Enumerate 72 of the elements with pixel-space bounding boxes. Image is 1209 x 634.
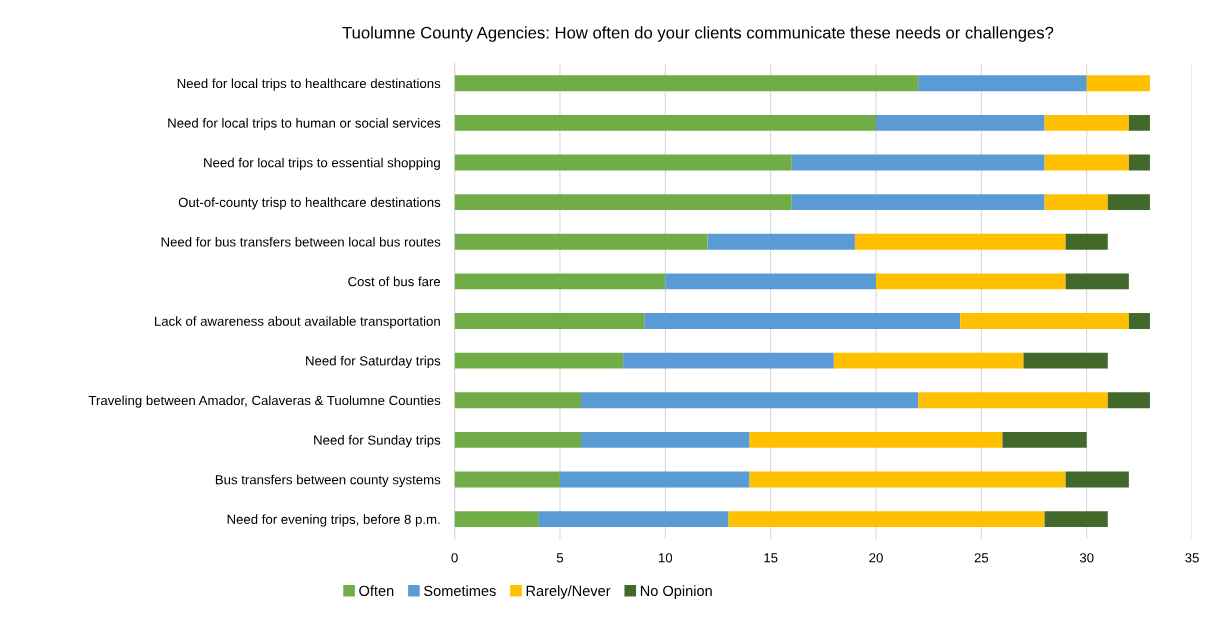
bar: [918, 392, 1108, 409]
bar: [1044, 194, 1108, 211]
bar: [665, 273, 877, 290]
bar: [1023, 352, 1108, 369]
bar: [876, 273, 1066, 290]
bar: [454, 431, 582, 448]
bar: [454, 392, 582, 409]
y-tick-label: Need for Saturday trips: [306, 355, 441, 369]
bar: [876, 114, 1045, 131]
bar: [1086, 75, 1150, 92]
bar: [454, 511, 539, 528]
chart-title: Tuolumne County Agencies: How often do your clients communicate these needs or challenges?: [342, 26, 1054, 42]
legend-label: Often: [359, 585, 394, 597]
bar: [454, 313, 645, 329]
legend-label: Rarely/Never: [526, 585, 611, 599]
bar: [749, 431, 1003, 448]
x-tick-label: 15: [764, 553, 778, 563]
bar: [918, 75, 1087, 92]
bar: [707, 233, 855, 250]
bar: [454, 471, 560, 488]
bar: [623, 352, 834, 369]
bar: [1107, 194, 1150, 211]
y-tick-label: Need for Sunday trips: [314, 435, 441, 448]
bar: [791, 194, 1045, 211]
legend-label: Sometimes: [424, 585, 496, 597]
bar: [728, 511, 1045, 528]
bar: [1107, 392, 1150, 409]
bar: [1128, 114, 1150, 131]
bar: [1128, 313, 1150, 329]
x-tick-label: 20: [869, 553, 883, 563]
y-tick-label: Need for local trips to human or social services: [168, 118, 441, 131]
bar: [854, 233, 1066, 250]
y-tick-label: Need for local trips to healthcare destinations: [177, 78, 441, 91]
bar: [833, 352, 1024, 369]
bar: [454, 233, 708, 250]
bar: [791, 154, 1045, 171]
x-tick-label: 0: [451, 553, 458, 563]
bar: [559, 471, 750, 488]
x-tick-label: 5: [556, 553, 564, 563]
bar: [454, 75, 919, 92]
bar: [1065, 273, 1129, 290]
bar: [454, 114, 877, 131]
bar: [1044, 114, 1129, 131]
legend-label: No Opinion: [640, 585, 712, 599]
bar: [1002, 431, 1087, 448]
y-tick-label: Cost of bus fare: [348, 276, 441, 287]
bar: [1044, 511, 1108, 528]
y-tick-label: Out-of-county trisp to healthcare destinations: [178, 197, 441, 210]
y-tick-label: Need for evening trips, before 8 p.m.: [227, 514, 440, 527]
bar: [1065, 471, 1129, 488]
x-tick-label: 35: [1185, 553, 1199, 563]
y-tick-label: Need for local trips to essential shopping: [204, 157, 440, 170]
bar: [454, 273, 666, 290]
x-tick-label: 10: [658, 553, 673, 563]
bar: [454, 154, 792, 171]
y-tick-label: Lack of awareness about available transportation: [155, 316, 440, 329]
y-tick-label: Traveling between Amador, Calaveras & Tuolumne Counties: [88, 395, 441, 408]
x-tick-label: 30: [1079, 553, 1094, 563]
bar: [454, 194, 792, 211]
x-tick-label: 25: [974, 553, 989, 563]
bar: [581, 431, 750, 448]
bar: [960, 313, 1129, 329]
bar: [538, 511, 729, 528]
y-tick-label: Bus transfers between county systems: [215, 474, 441, 487]
bar: [1044, 154, 1129, 171]
y-tick-label: Need for bus transfers between local bus routes: [161, 236, 441, 247]
bar: [581, 392, 919, 409]
bar: [1065, 233, 1108, 250]
bar: [454, 352, 624, 369]
bar: [644, 313, 961, 329]
bar: [1128, 154, 1150, 171]
bar: [749, 471, 1066, 488]
